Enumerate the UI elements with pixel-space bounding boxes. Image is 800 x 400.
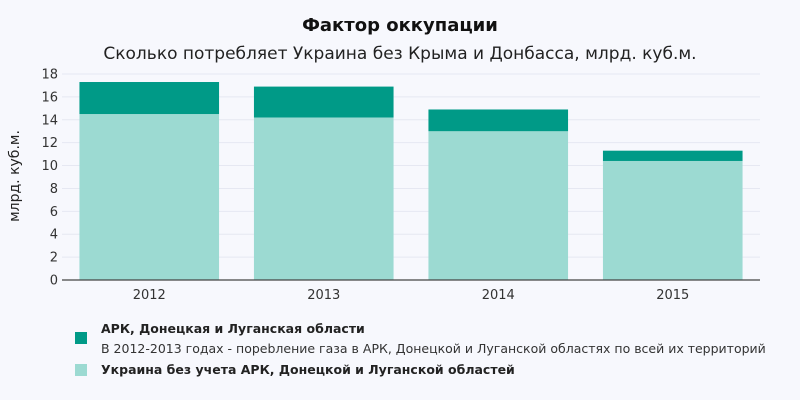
y-tick-label: 4 [50,228,58,243]
bar-2014-series-0 [428,131,569,280]
chart-subtitle: Сколько потребляет Украина без Крыма и Д… [103,44,696,64]
bar-2015-series-1 [602,150,743,161]
bar-2012-series-1 [79,82,220,115]
legend-description-occupied: В 2012-2013 годах - порebление газа в АР… [101,341,766,356]
legend: АРК, Донецкая и Луганская области В 2012… [75,321,766,377]
x-tick-label: 2015 [656,288,689,303]
chart-title: Фактор оккупации [302,15,498,36]
legend-label-occupied: АРК, Донецкая и Луганская области [101,321,365,336]
y-tick-label: 8 [50,182,58,197]
bar-2014-series-1 [428,109,569,132]
y-tick-label: 12 [41,136,58,151]
legend-label-ukraine: Украина без учета АРК, Донецкой и Луганс… [101,362,515,377]
bars [79,82,743,280]
bar-2013-series-0 [253,117,394,280]
legend-swatch-occupied [75,332,87,344]
x-tick-label: 2013 [307,288,340,303]
y-tick-label: 16 [41,90,58,105]
y-axis-label: млрд. куб.м. [7,130,23,222]
axes: 0 2 4 6 8 10 12 14 16 18 2012 2013 2014 2015 [41,68,760,303]
legend-swatch-ukraine [75,364,87,376]
y-tick-label: 14 [41,113,58,128]
y-tick-label: 2 [50,251,58,266]
x-tick-label: 2014 [482,288,515,303]
y-tick-label: 6 [50,205,58,220]
x-tick-label: 2012 [133,288,166,303]
bar-2013-series-1 [253,86,394,118]
y-tick-label: 18 [41,68,58,83]
y-tick-label: 0 [50,274,58,289]
bar-2015-series-0 [602,160,743,280]
y-tick-label: 10 [41,159,58,174]
bar-2012-series-0 [79,114,220,280]
